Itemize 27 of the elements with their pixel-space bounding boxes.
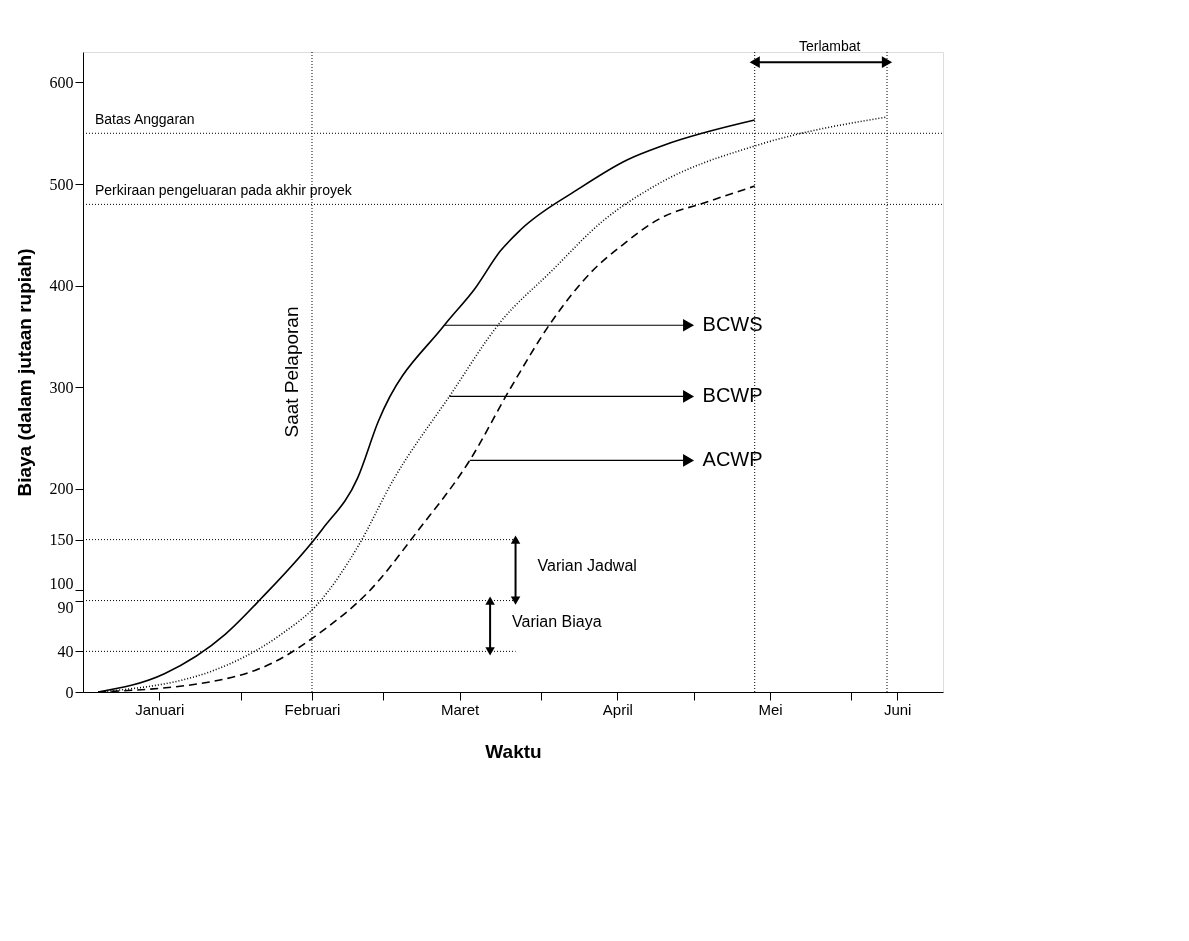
x-tick-label: Mei — [758, 700, 783, 718]
y-tick-label: 100 — [49, 574, 74, 592]
y-tick-label: 90 — [57, 599, 74, 617]
y-axis-title: Biaya (dalam jutaan rupiah) — [13, 248, 35, 497]
legend-label: BCWS — [702, 313, 763, 336]
x-tick-label: Februari — [284, 700, 341, 718]
ref-line-label: Batas Anggaran — [95, 111, 195, 128]
x-tick-label: Maret — [440, 700, 481, 718]
annotation: Terlambat — [798, 38, 861, 55]
annotation: Varian Jadwal — [537, 557, 637, 575]
legend-label: BCWP — [702, 384, 763, 407]
x-tick-label: April — [602, 700, 633, 718]
y-tick-label: 40 — [57, 642, 74, 660]
ref-line-label: Saat Pelaporan — [280, 306, 302, 438]
y-tick-label: 0 — [65, 683, 74, 701]
ref-line-label: Perkiraan pengeluaran pada akhir proyek — [95, 182, 353, 199]
y-tick-label: 200 — [49, 480, 74, 498]
y-tick-label: 500 — [49, 175, 74, 193]
annotation: Varian Biaya — [512, 612, 602, 630]
x-tick-label: Januari — [135, 700, 185, 718]
y-tick-label: 300 — [49, 378, 74, 396]
y-tick-label: 400 — [49, 277, 74, 295]
x-axis-title: Waktu — [485, 740, 542, 762]
y-tick-label: 150 — [49, 531, 74, 549]
legend-label: ACWP — [702, 448, 763, 471]
y-tick-label: 600 — [49, 73, 74, 91]
x-tick-label: Juni — [883, 700, 912, 718]
